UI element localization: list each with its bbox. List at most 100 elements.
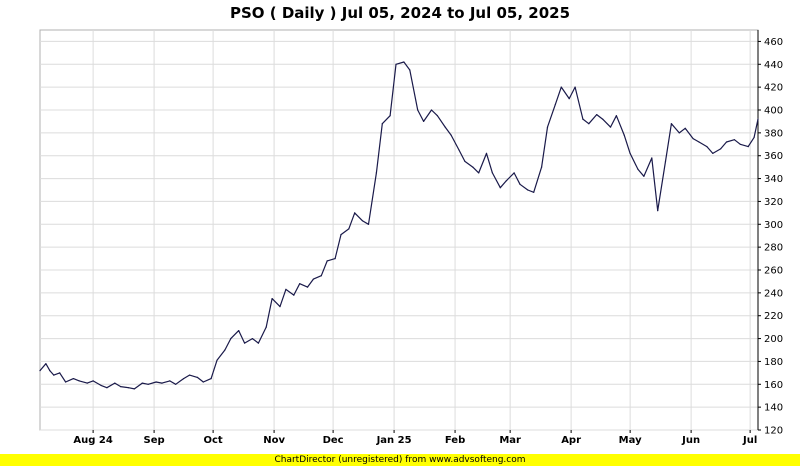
data-point [188,374,191,376]
data-point [100,384,102,386]
data-point [533,191,535,193]
x-tick-label: Oct [203,435,222,446]
data-point [244,342,246,344]
x-tick-label: Jun [681,435,700,446]
data-point [602,118,604,120]
y-tick-label: 260 [764,266,783,277]
data-point [375,172,377,174]
data-point [175,383,177,385]
y-tick-label: 380 [764,128,783,139]
x-tick-label: Apr [561,435,581,446]
x-tick-label: Nov [263,435,285,446]
data-point [320,275,322,277]
data-point [312,278,314,280]
data-point [436,115,438,117]
chartdirector-footer: ChartDirector (unregistered) from www.ad… [0,454,800,466]
x-tick-label: Feb [445,435,465,446]
data-point [395,63,397,65]
data-point [72,378,74,380]
data-point [472,166,474,168]
data-point [53,374,55,376]
data-point [485,152,488,154]
data-point [362,220,364,222]
data-point [202,381,204,383]
axes: 120 140 160 180 200 220 240 260 280 300 320 340 360 3… [73,30,783,446]
data-point [161,382,163,384]
data-point [340,234,342,236]
data-point [86,382,88,384]
data-point [251,338,253,340]
data-point [238,330,240,332]
data-point [169,380,171,382]
data-point [478,172,480,174]
data-point [293,294,295,296]
x-tick-label: Mar [499,435,521,446]
data-point [747,146,749,148]
data-point [720,148,722,150]
data-point [568,98,570,100]
data-point [326,260,328,262]
data-point [739,143,741,145]
y-tick-label: 420 [764,83,783,94]
data-point [367,223,370,225]
data-point [757,118,759,120]
data-point [637,168,639,170]
y-tick-label: 320 [764,197,783,208]
data-point [609,126,612,128]
data-point [183,378,185,380]
data-point [306,286,309,288]
data-point [216,359,218,361]
data-point [409,69,411,71]
y-tick-label: 440 [764,60,783,71]
data-point [120,386,122,388]
data-point [348,228,350,230]
x-tick-label: Sep [144,435,165,446]
data-point [265,326,267,328]
x-tick-label: Jan 25 [376,435,412,446]
data-point [271,298,273,300]
data-point [49,370,51,372]
data-point [389,115,391,117]
data-point [596,114,598,116]
plot-area [39,29,759,431]
data-point [381,123,383,125]
data-point [491,172,493,174]
data-point [127,387,130,389]
data-point [546,126,549,128]
y-tick-label: 400 [764,106,783,117]
data-point [141,382,143,384]
data-point [230,338,232,340]
data-point [499,187,501,189]
data-point [417,109,419,111]
data-point [513,172,515,174]
data-point [444,126,446,128]
data-point [464,160,466,162]
data-point [39,370,41,372]
y-tick-label: 280 [764,243,783,254]
data-point [450,134,452,136]
data-point [354,212,356,214]
y-tick-label: 460 [764,37,783,48]
data-point [224,349,226,351]
data-point [541,166,543,168]
data-point [147,383,149,385]
data-point [725,141,728,143]
data-point [692,138,694,140]
x-tick-label: May [619,435,642,446]
data-point [582,118,584,120]
data-point [588,123,590,125]
price-series [39,61,759,390]
data-point [698,141,700,143]
data-point [629,152,631,154]
data-point [210,378,212,380]
x-tick-label: Aug 24 [73,435,112,446]
data-point [106,387,108,389]
y-tick-label: 160 [764,380,783,391]
data-point [643,175,645,177]
data-point [78,380,80,382]
data-point [403,61,405,63]
data-point [712,152,714,154]
data-point [560,86,562,88]
data-point [65,381,67,383]
